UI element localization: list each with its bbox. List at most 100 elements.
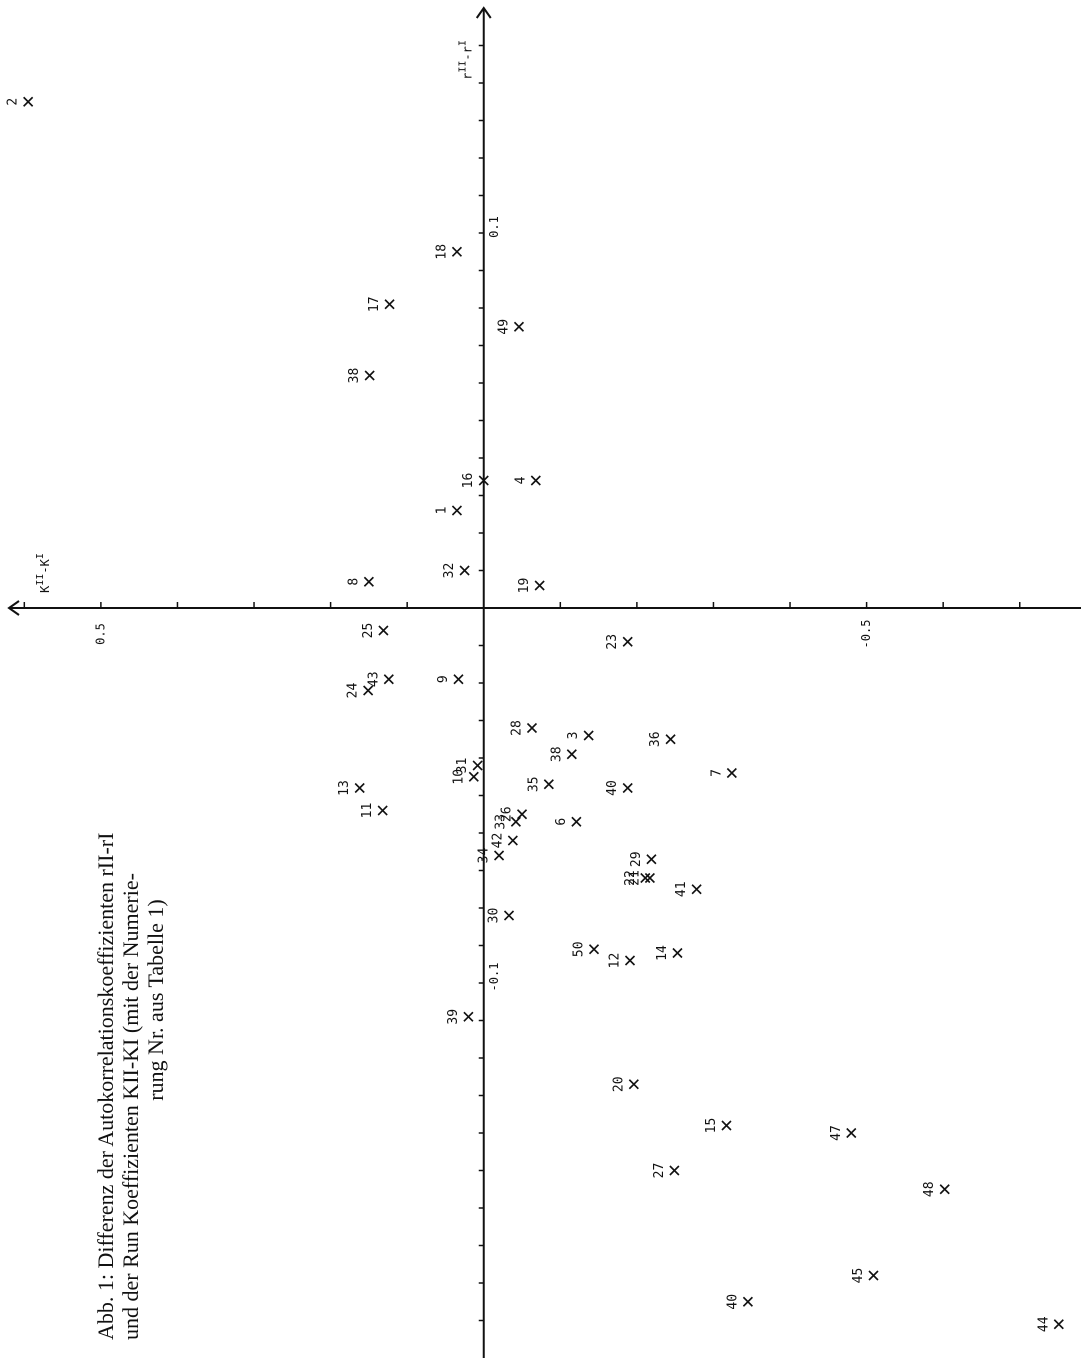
point-label: 18: [434, 244, 449, 260]
y-tick-label: -0.5: [859, 620, 873, 649]
point: [453, 674, 464, 685]
point-label: 6: [554, 818, 569, 826]
point-label: 48: [922, 1181, 937, 1197]
y-axis-label: KII-KI: [35, 553, 52, 593]
point-label: 41: [674, 881, 689, 897]
point-label: 39: [446, 1009, 461, 1025]
point-label: 22: [623, 870, 638, 886]
point-label: 35: [526, 776, 541, 792]
point: [669, 1165, 680, 1176]
y-axis-label-part: I: [35, 553, 46, 559]
point: [363, 685, 374, 696]
point: [503, 910, 515, 921]
point-label: 45: [851, 1268, 866, 1284]
point: [691, 884, 702, 895]
point-label: 2: [6, 98, 21, 106]
y-axis-label-part: -K: [38, 558, 52, 573]
point-label: 32: [442, 563, 457, 579]
x-tick-label: -0.1: [487, 963, 501, 992]
point-label: 47: [829, 1125, 844, 1141]
point: [364, 370, 375, 381]
x-axis-label-part: r: [460, 73, 474, 80]
point: [513, 321, 525, 332]
point-label: 30: [487, 908, 502, 924]
point-label: 25: [361, 623, 376, 639]
point: [1053, 1319, 1064, 1330]
point-label: 16: [461, 473, 476, 489]
point: [543, 779, 554, 790]
point: [516, 809, 528, 820]
point: [622, 782, 633, 794]
caption-line: und der Run Koeffizienten KII-KI (mit de…: [118, 873, 143, 1340]
point-label: 43: [366, 671, 381, 687]
point-label: 38: [549, 746, 564, 762]
x-axis-arrow: [475, 6, 492, 19]
point-label: 44: [1036, 1316, 1051, 1332]
point-label: 40: [605, 780, 620, 796]
point-label: 11: [360, 803, 375, 819]
point-label: 15: [704, 1118, 719, 1134]
caption-line: rung Nr. aus Tabelle 1): [143, 899, 168, 1101]
x-axis-label-part: II: [457, 61, 468, 73]
point: [646, 854, 657, 865]
point: [846, 1127, 857, 1139]
point: [377, 805, 388, 816]
point: [378, 625, 389, 636]
point: [665, 734, 676, 745]
point: [726, 767, 737, 779]
point-label: 28: [509, 720, 524, 736]
point: [530, 475, 541, 486]
point-label: 7: [709, 769, 724, 777]
x-axis-label-part: I: [457, 40, 468, 46]
point: [644, 872, 655, 884]
y-axis-label-part: II: [35, 574, 46, 586]
caption-line: Abb. 1: Differenz der Autokorrelationsko…: [93, 833, 118, 1340]
point: [354, 782, 365, 794]
point: [472, 760, 483, 771]
point-label: 19: [517, 578, 532, 594]
point-label: 49: [496, 319, 511, 335]
point: [583, 730, 594, 741]
point-label: 42: [490, 833, 505, 849]
point: [468, 771, 479, 782]
point-label: 12: [607, 953, 622, 969]
point: [566, 749, 577, 760]
x-axis-label: rII-rI: [457, 40, 474, 80]
point-label: 31: [455, 758, 470, 774]
point-label: 33: [493, 814, 508, 830]
point-label: 9: [436, 675, 451, 683]
point: [383, 674, 394, 685]
point: [939, 1184, 950, 1195]
y-axis-arrow: [7, 600, 20, 616]
x-tick-label: 0.1: [487, 216, 501, 238]
point: [463, 1011, 474, 1022]
point: [507, 835, 518, 846]
point-label: 38: [347, 368, 362, 384]
point: [478, 475, 489, 486]
point-label: 34: [477, 848, 492, 864]
point-label: 13: [337, 780, 352, 796]
point: [721, 1120, 732, 1131]
point: [526, 722, 538, 734]
point-label: 1: [434, 507, 449, 515]
point: [384, 299, 395, 310]
point: [510, 816, 521, 827]
point-label: 40: [725, 1294, 740, 1310]
point-label: 36: [648, 731, 663, 747]
point: [451, 505, 463, 516]
point-label: 17: [367, 296, 382, 312]
point-label: 3: [566, 732, 581, 740]
point-label: 14: [655, 945, 670, 961]
point-label: 50: [572, 941, 587, 957]
y-axis-label-part: K: [38, 585, 52, 593]
point: [534, 580, 545, 591]
point: [571, 816, 582, 827]
point-label: 8: [346, 578, 361, 586]
point: [624, 955, 636, 966]
point-label: 24: [346, 683, 361, 699]
point-label: 23: [605, 634, 620, 650]
point-label: 29: [629, 851, 644, 867]
point: [628, 1079, 639, 1090]
point-label: 4: [513, 476, 528, 484]
